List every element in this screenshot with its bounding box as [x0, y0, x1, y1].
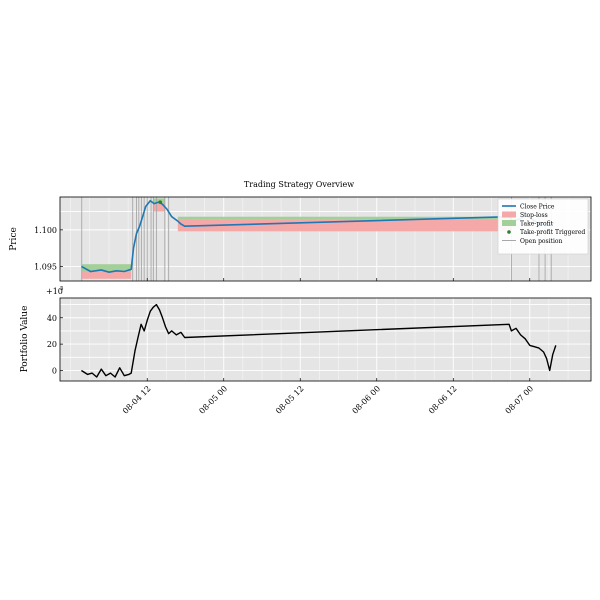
- legend: Close Price Stop-loss Take-profit Take-p…: [497, 198, 589, 255]
- x-tick-label: 08-04 12: [121, 384, 153, 416]
- stop-loss-bands: [81, 203, 512, 279]
- stop-loss-band: [81, 271, 132, 279]
- portfolio-offset-exponent: 5: [60, 286, 64, 292]
- legend-triggered-label: Take-profit Triggered: [520, 229, 585, 236]
- price-y-ticks: 1.095 1.100: [34, 226, 63, 271]
- price-panel: 1.095 1.100 Price Close Price Stop-loss T…: [9, 196, 592, 282]
- legend-stop-loss-swatch: [502, 211, 516, 218]
- take-profit-band: [177, 216, 512, 220]
- chart-title: Trading Strategy Overview: [244, 180, 354, 189]
- portfolio-value-line: [81, 303, 557, 378]
- portfolio-offset-base: +10: [46, 287, 63, 296]
- legend-stop-loss-label: Stop-loss: [520, 212, 548, 219]
- x-tick-label: 08-06 00: [351, 384, 383, 416]
- portfolio-offset-label: +10 5: [46, 286, 64, 296]
- portfolio-y-ticks: 0 20 40: [47, 314, 63, 375]
- portfolio-plot-background: [60, 298, 591, 381]
- price-y-axis-label: Price: [9, 227, 19, 251]
- y-tick-label: 0: [52, 366, 57, 375]
- legend-take-profit-label: Take-profit: [520, 221, 554, 228]
- take-profit-band: [81, 264, 132, 272]
- take-profit-triggered-marker: [158, 200, 163, 204]
- x-tick-label: 08-05 00: [197, 384, 229, 416]
- legend-take-profit-swatch: [502, 220, 516, 226]
- x-tick-label: 08-06 12: [427, 384, 459, 416]
- y-tick-label: 1.100: [34, 226, 57, 235]
- legend-open-position-label: Open position: [520, 238, 562, 245]
- legend-box: [497, 198, 589, 255]
- x-tick-label: 08-07 00: [504, 384, 536, 416]
- legend-close-label: Close Price: [520, 204, 555, 211]
- portfolio-panel: 0 20 40 08-04 12 08-05 00 08-05 12 08-06 00 08…: [20, 278, 592, 416]
- x-tick-label: 08-05 12: [274, 384, 306, 416]
- stop-loss-band: [153, 203, 165, 212]
- y-tick-label: 40: [47, 314, 57, 323]
- y-tick-label: 1.095: [34, 262, 57, 271]
- price-grid: [60, 197, 591, 281]
- portfolio-plot-frame: [59, 297, 592, 382]
- portfolio-y-axis-label: Portfolio Value: [20, 306, 30, 373]
- price-plot-frame: [59, 196, 592, 282]
- legend-triggered-swatch: [507, 230, 511, 234]
- stop-loss-band: [177, 219, 512, 232]
- y-tick-label: 20: [47, 340, 57, 349]
